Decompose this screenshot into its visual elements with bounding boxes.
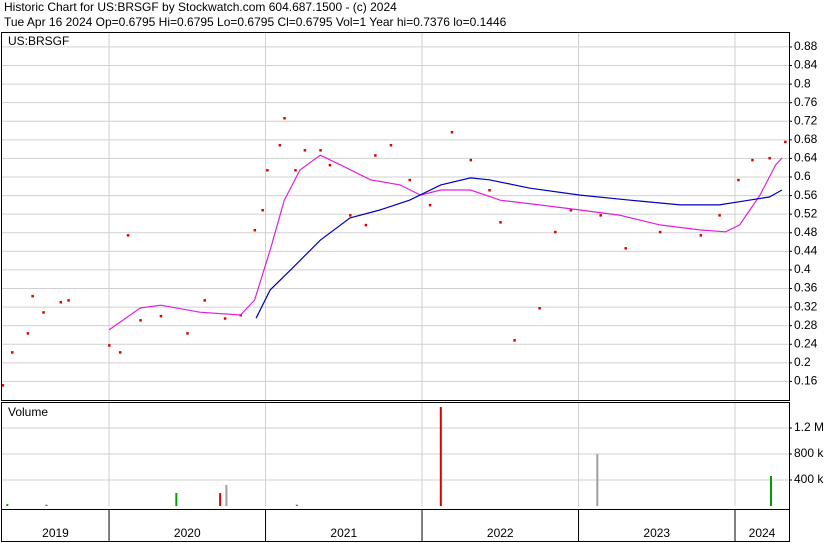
y-tick-label: 0.72: [794, 113, 818, 127]
price-point: [319, 149, 322, 152]
price-point: [203, 299, 207, 302]
symbol-label: US:BRSGF: [8, 34, 69, 48]
price-point: [261, 208, 264, 212]
y-tick-label: 800 k: [794, 446, 824, 460]
x-tick-label: 2022: [487, 526, 514, 540]
price-point: [278, 143, 282, 147]
price-point: [253, 228, 257, 232]
price-point: [469, 158, 473, 162]
y-tick-label: 0.32: [794, 299, 818, 313]
price-point: [42, 311, 45, 314]
price-point: [751, 158, 754, 162]
y-tick-label: 0.6: [794, 169, 811, 183]
price-point: [364, 223, 368, 227]
price-point: [488, 189, 491, 192]
price-point: [349, 214, 352, 217]
volume-label: Volume: [8, 405, 48, 419]
price-point: [538, 307, 541, 310]
price-point: [1, 384, 5, 387]
x-tick-label: 2020: [174, 526, 201, 540]
price-point: [784, 140, 787, 144]
volume-bar: [439, 407, 442, 506]
volume-bar: [45, 504, 48, 506]
price-point: [499, 221, 502, 224]
price-point: [768, 156, 771, 160]
year-strip: [1, 509, 790, 542]
moving-average: [255, 177, 783, 319]
y-tick-label: 0.28: [794, 318, 818, 332]
price-point: [118, 351, 122, 354]
y-tick-label: 0.52: [794, 206, 818, 220]
x-tick-label: 2024: [749, 526, 776, 540]
price-point: [266, 169, 269, 172]
price-point: [554, 230, 557, 234]
price-point: [624, 247, 627, 250]
chart-subtitle: Tue Apr 16 2024 Op=0.6795 Hi=0.6795 Lo=0…: [4, 15, 507, 29]
y-tick-label: 0.88: [794, 39, 818, 53]
price-point: [699, 234, 703, 237]
price-point: [599, 214, 602, 217]
price-point: [31, 294, 34, 298]
y-tick-label: 0.48: [794, 225, 818, 239]
volume-bar: [225, 485, 228, 506]
y-tick-label: 0.24: [794, 336, 818, 350]
y-tick-label: 0.8: [794, 76, 811, 90]
y-tick-label: 0.68: [794, 132, 818, 146]
volume-bar: [295, 504, 298, 506]
price-point: [11, 351, 14, 354]
chart-title: Historic Chart for US:BRSGF by Stockwatc…: [4, 0, 397, 14]
y-tick-label: 0.2: [794, 355, 811, 369]
price-point: [108, 344, 111, 347]
price-point: [67, 299, 70, 302]
y-tick-label: 0.64: [794, 151, 818, 165]
price-point: [737, 178, 740, 182]
y-tick-label: 0.56: [794, 188, 818, 202]
price-point: [374, 154, 377, 157]
x-tick-label: 2019: [42, 526, 69, 540]
price-point: [408, 178, 412, 182]
price-point: [139, 319, 142, 322]
y-tick-label: 0.4: [794, 262, 811, 276]
price-frame: [1, 32, 790, 401]
y-tick-label: 400 k: [794, 472, 824, 486]
price-point: [126, 234, 130, 237]
price-point: [26, 332, 30, 335]
y-tick-label: 1.2 M: [794, 420, 824, 434]
volume-bar: [6, 504, 9, 506]
price-point: [513, 339, 516, 342]
volume-bar: [770, 476, 773, 506]
y-tick-label: 0.84: [794, 58, 818, 72]
price-point: [389, 143, 393, 147]
plots: 0.16 0.2 0.24 0.28 0.32 0.36 0.4 0.44 0.48 0.52 0.…: [1, 33, 824, 541]
price-point: [718, 214, 721, 217]
x-tick-label: 2023: [643, 526, 670, 540]
price-point: [303, 149, 307, 152]
y-tick-label: 0.76: [794, 95, 818, 109]
price-point: [59, 300, 63, 304]
y-tick-label: 0.16: [794, 374, 818, 388]
price-point: [450, 130, 454, 134]
price-point: [294, 169, 297, 172]
price-point: [658, 230, 662, 234]
volume-bar: [219, 493, 222, 506]
price-point: [159, 314, 163, 318]
volume-bar: [596, 454, 599, 506]
x-tick-label: 2021: [330, 526, 357, 540]
volume-bar: [175, 493, 178, 506]
price-point: [328, 163, 332, 167]
price-point: [428, 203, 432, 207]
price-point: [283, 117, 286, 120]
y-tick-label: 0.36: [794, 281, 818, 295]
price-point: [186, 332, 189, 335]
y-tick-label: 0.44: [794, 244, 818, 258]
price-point: [569, 208, 573, 212]
price-point: [223, 317, 227, 320]
